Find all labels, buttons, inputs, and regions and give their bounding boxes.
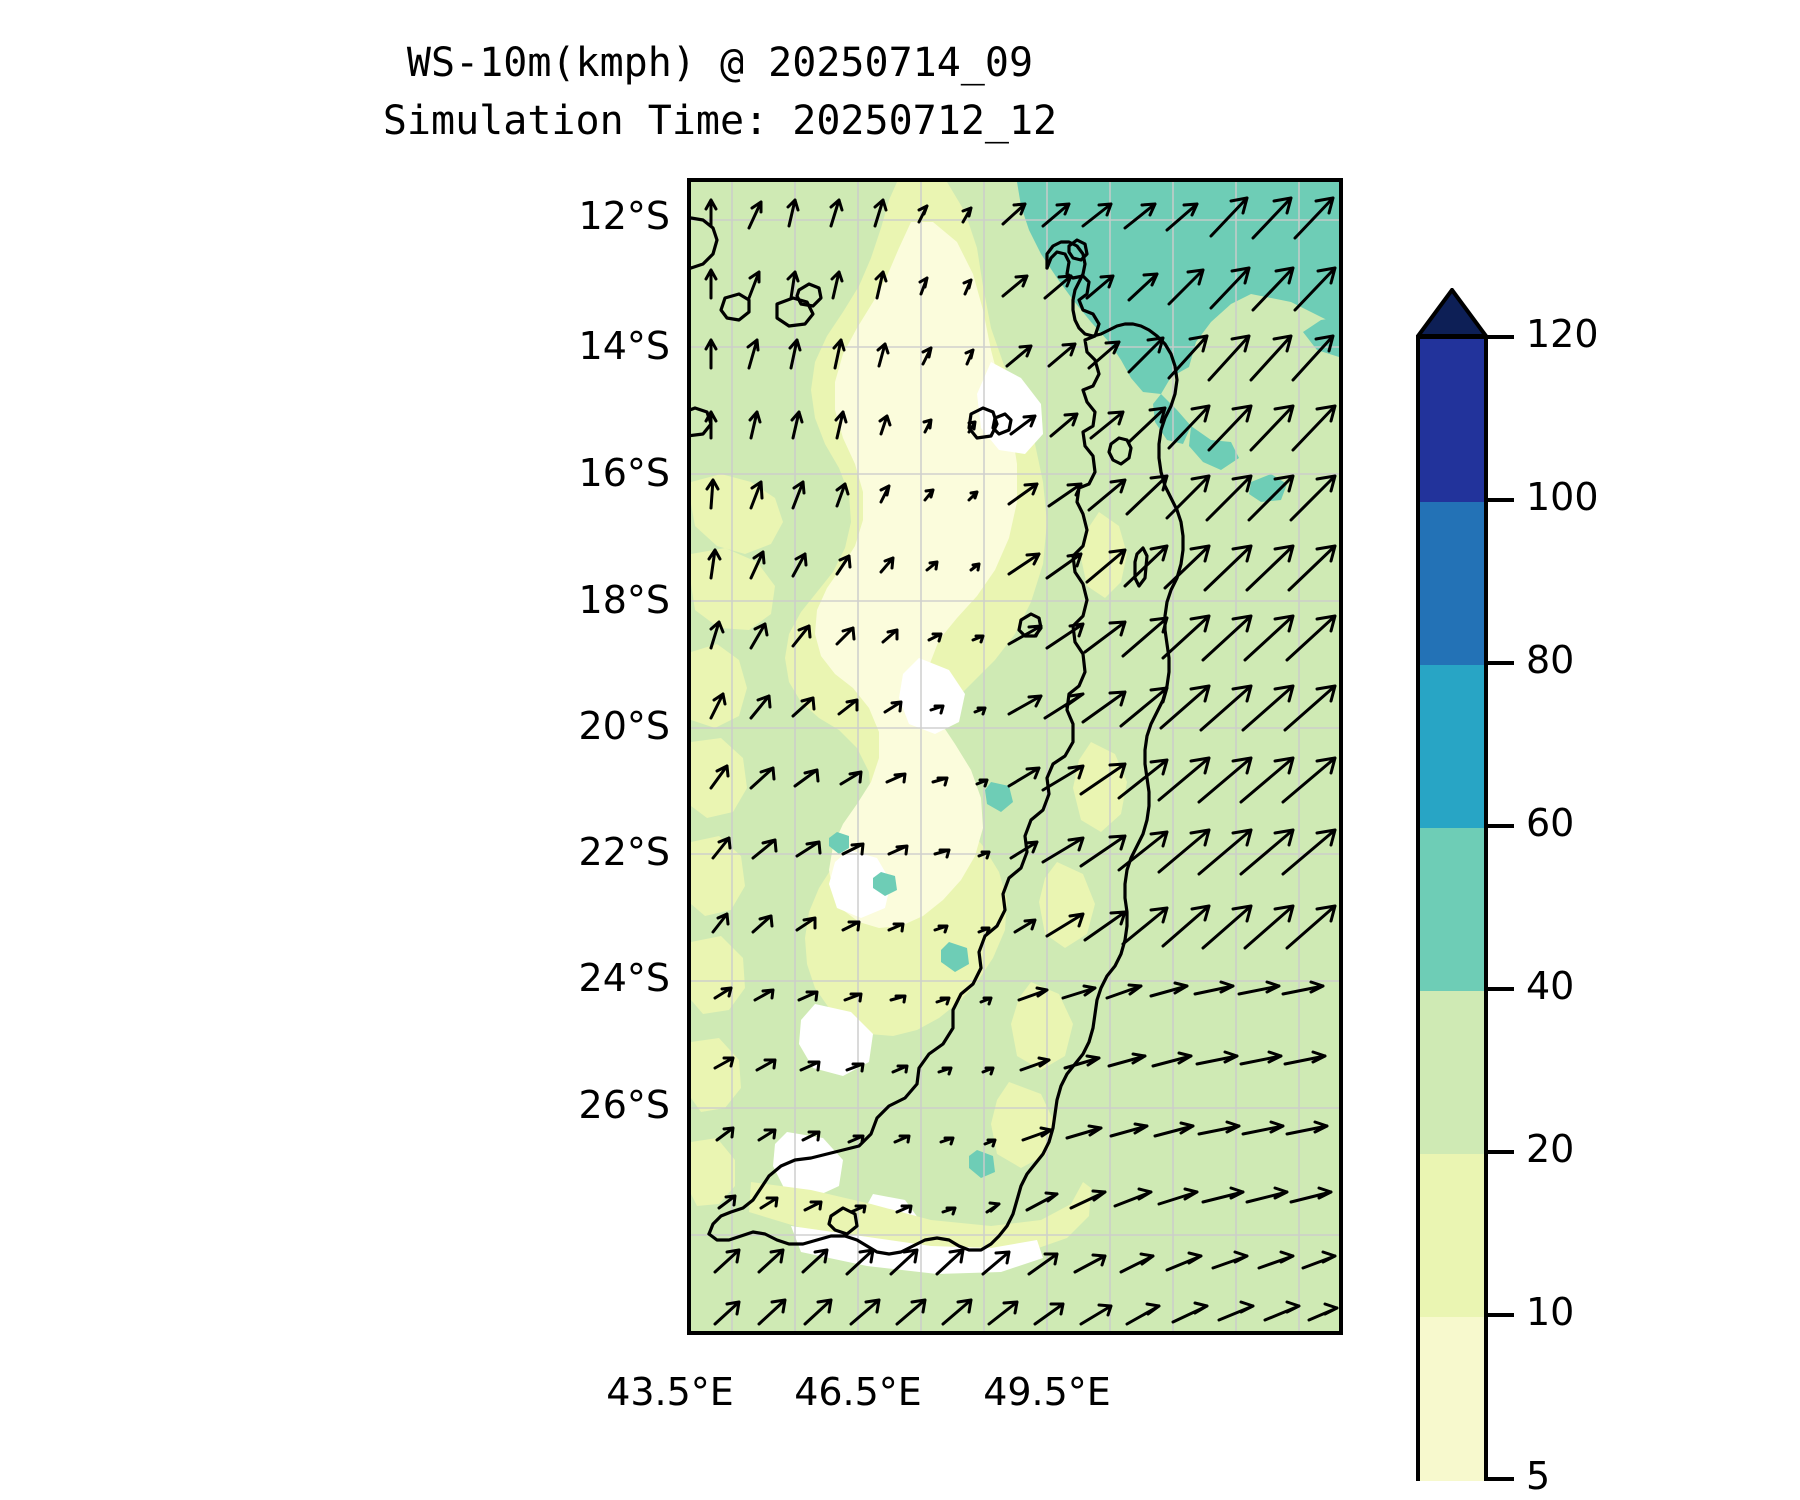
wind-vector-field [704,196,1339,1326]
lon-tick-label: 49.5°E [983,1370,1111,1414]
lat-tick-label: 18°S [578,578,670,622]
lat-tick-label: 12°S [578,194,670,238]
colorbar-tick [1488,1313,1514,1317]
colorbar-segment [1420,665,1484,828]
lat-tick-label: 22°S [578,830,670,874]
colorbar-tick [1488,824,1514,828]
colorbar-tick-label: 60 [1526,801,1575,845]
colorbar-tick [1488,987,1514,991]
lat-tick-label: 20°S [578,704,670,748]
lat-tick-label: 24°S [578,956,670,1000]
map-plot-area[interactable] [687,178,1343,1335]
lat-tick-label: 16°S [578,451,670,495]
title-line-1: WS-10m(kmph) @ 20250714_09 [406,40,1034,86]
colorbar-tick [1488,498,1514,502]
colorbar[interactable]: 120 100 80 60 40 20 10 5 [1416,150,1796,1498]
colorbar-tick-label: 20 [1526,1127,1575,1171]
lat-tick-label: 14°S [578,324,670,368]
colorbar-segment [1420,339,1484,502]
title-line-2: Simulation Time: 20250712_12 [382,98,1058,144]
colorbar-segment [1420,1317,1484,1481]
colorbar-tick-label: 100 [1526,475,1599,519]
colorbar-gradient [1416,335,1488,1481]
colorbar-tick-label: 80 [1526,638,1575,682]
colorbar-tick [1488,661,1514,665]
colorbar-tick-label: 40 [1526,964,1575,1008]
colorbar-segment [1420,502,1484,665]
colorbar-segment [1420,1154,1484,1317]
colorbar-segment [1420,991,1484,1154]
chart-title-block: WS-10m(kmph) @ 20250714_09 Simulation Ti… [0,34,1440,150]
colorbar-segment [1420,828,1484,991]
colorbar-extend-arrow [1416,288,1488,338]
lat-tick-label: 26°S [578,1083,670,1127]
colorbar-tick-label: 5 [1526,1454,1551,1498]
wind-speed-contour-map [691,182,1339,1331]
colorbar-tick [1488,335,1514,339]
colorbar-tick [1488,1150,1514,1154]
colorbar-tick-label: 120 [1526,312,1599,356]
lon-tick-label: 43.5°E [606,1370,734,1414]
map-clip [691,182,1339,1331]
colorbar-tick [1488,1477,1514,1481]
colorbar-tick-label: 10 [1526,1290,1575,1334]
lon-tick-label: 46.5°E [794,1370,922,1414]
